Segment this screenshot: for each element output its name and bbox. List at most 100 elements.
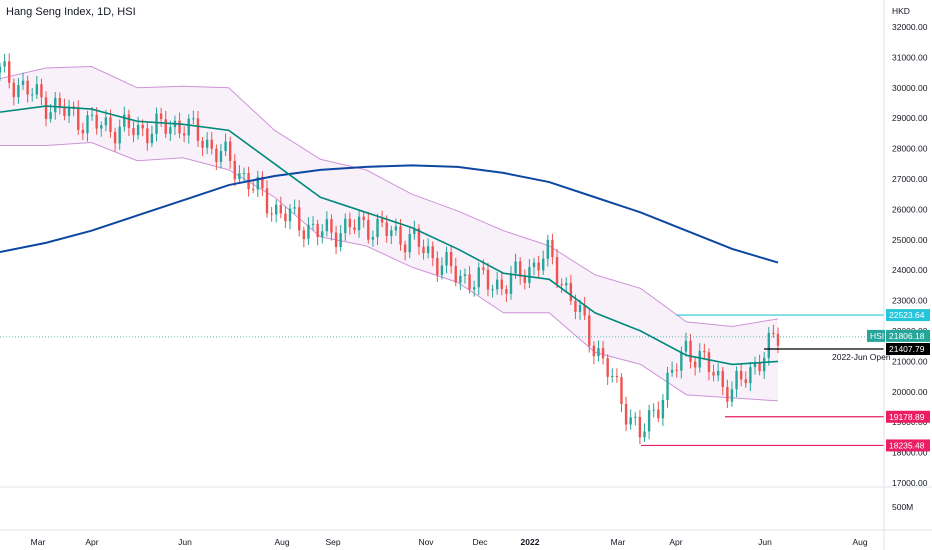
- candle-body: [321, 231, 324, 238]
- candle-body: [123, 114, 126, 127]
- candle-body: [519, 261, 522, 277]
- candle-body: [726, 386, 729, 402]
- y-tick-label: 27000.00: [892, 174, 928, 184]
- candle-body: [675, 369, 678, 371]
- candle-body: [311, 223, 315, 225]
- candle-body: [284, 213, 287, 222]
- candle-body: [275, 204, 278, 215]
- candle-body: [394, 226, 398, 231]
- candle-body: [348, 218, 352, 228]
- x-tick-label: Sep: [325, 537, 340, 547]
- candle-body: [330, 219, 333, 233]
- candle-body: [182, 133, 186, 136]
- candle-body: [546, 240, 550, 259]
- candle-body: [417, 228, 421, 247]
- candle-body: [380, 218, 384, 223]
- bollinger-band-fill: [0, 66, 778, 401]
- candle-body: [413, 228, 416, 235]
- candle-body: [555, 257, 559, 285]
- candle-body: [109, 117, 112, 132]
- candle-body: [293, 207, 296, 209]
- candle-body: [703, 351, 706, 353]
- candle-body: [104, 117, 108, 126]
- candle-body: [40, 84, 43, 98]
- candle-body: [597, 348, 600, 357]
- candle-body: [721, 370, 724, 387]
- candle-body: [224, 141, 227, 152]
- candle-body: [560, 284, 563, 286]
- candle-body: [371, 237, 375, 240]
- candle-body: [113, 131, 117, 144]
- y-tick-label: 23000.00: [892, 296, 928, 306]
- candle-body: [532, 262, 536, 268]
- x-tick-label: Aug: [852, 537, 867, 547]
- candle-body: [279, 204, 283, 214]
- candle-body: [426, 246, 430, 254]
- candle-body: [611, 375, 614, 377]
- candle-body: [403, 244, 407, 253]
- candle-body: [238, 173, 241, 180]
- candle-body: [436, 258, 439, 276]
- candle-body: [81, 129, 85, 134]
- candle-body: [261, 176, 264, 189]
- y-tick-label: 31000.00: [892, 52, 928, 62]
- y-tick-label: 30000.00: [892, 83, 928, 93]
- candle-body: [100, 125, 103, 129]
- y-tick-label: 21000.00: [892, 356, 928, 366]
- candle-body: [12, 82, 16, 98]
- candle-body: [219, 151, 223, 162]
- candle-body: [150, 133, 154, 144]
- candle-body: [146, 128, 149, 144]
- candle-body: [127, 114, 131, 129]
- candle-body: [454, 266, 457, 283]
- plot-area[interactable]: [0, 53, 884, 447]
- candle-body: [684, 340, 688, 352]
- candle-body: [95, 114, 98, 129]
- candle-body: [86, 115, 89, 134]
- y-tick-label: 29000.00: [892, 113, 928, 123]
- candle-body: [643, 431, 646, 438]
- candle-body: [657, 409, 660, 419]
- candle-body: [77, 108, 80, 130]
- candle-body: [367, 219, 370, 240]
- y-tick-label: 18000.00: [892, 448, 928, 458]
- candle-body: [523, 276, 527, 283]
- candle-body: [569, 283, 573, 302]
- candle-body: [661, 399, 665, 419]
- candle-body: [136, 124, 140, 136]
- chart-title: Hang Seng Index, 1D, HSI: [6, 6, 136, 18]
- x-tick-label: Jun: [178, 537, 192, 547]
- price-tag-text: 18235.48: [889, 440, 925, 450]
- candle-body: [270, 213, 273, 215]
- price-tag-text: 22523.64: [889, 310, 925, 320]
- candle-body: [201, 140, 204, 148]
- price-tag: [867, 329, 885, 342]
- candle-body: [491, 289, 494, 291]
- x-tick-label: Mar: [611, 537, 626, 547]
- candle-body: [344, 218, 347, 234]
- candle-body: [215, 148, 218, 162]
- candle-body: [63, 106, 66, 116]
- candle-body: [325, 219, 329, 232]
- candle-body: [565, 283, 568, 286]
- candle-body: [528, 267, 531, 283]
- candle-body: [164, 119, 167, 134]
- candle-body: [26, 80, 29, 95]
- candle-body: [21, 80, 25, 86]
- candle-body: [90, 114, 94, 116]
- price-tag: [886, 343, 930, 356]
- candle-body: [49, 112, 52, 119]
- price-tag-text: 21806.18: [889, 331, 925, 341]
- candle-body: [482, 267, 485, 270]
- candle-body: [638, 416, 642, 438]
- candle-body: [753, 362, 757, 368]
- volume-scale-label: 500M: [892, 502, 913, 512]
- candle-body: [265, 188, 269, 214]
- candle-body: [578, 304, 582, 312]
- y-tick-label: 17000.00: [892, 478, 928, 488]
- currency-label: HKD: [892, 6, 910, 16]
- candle-body: [141, 124, 144, 129]
- candle-body: [583, 304, 586, 316]
